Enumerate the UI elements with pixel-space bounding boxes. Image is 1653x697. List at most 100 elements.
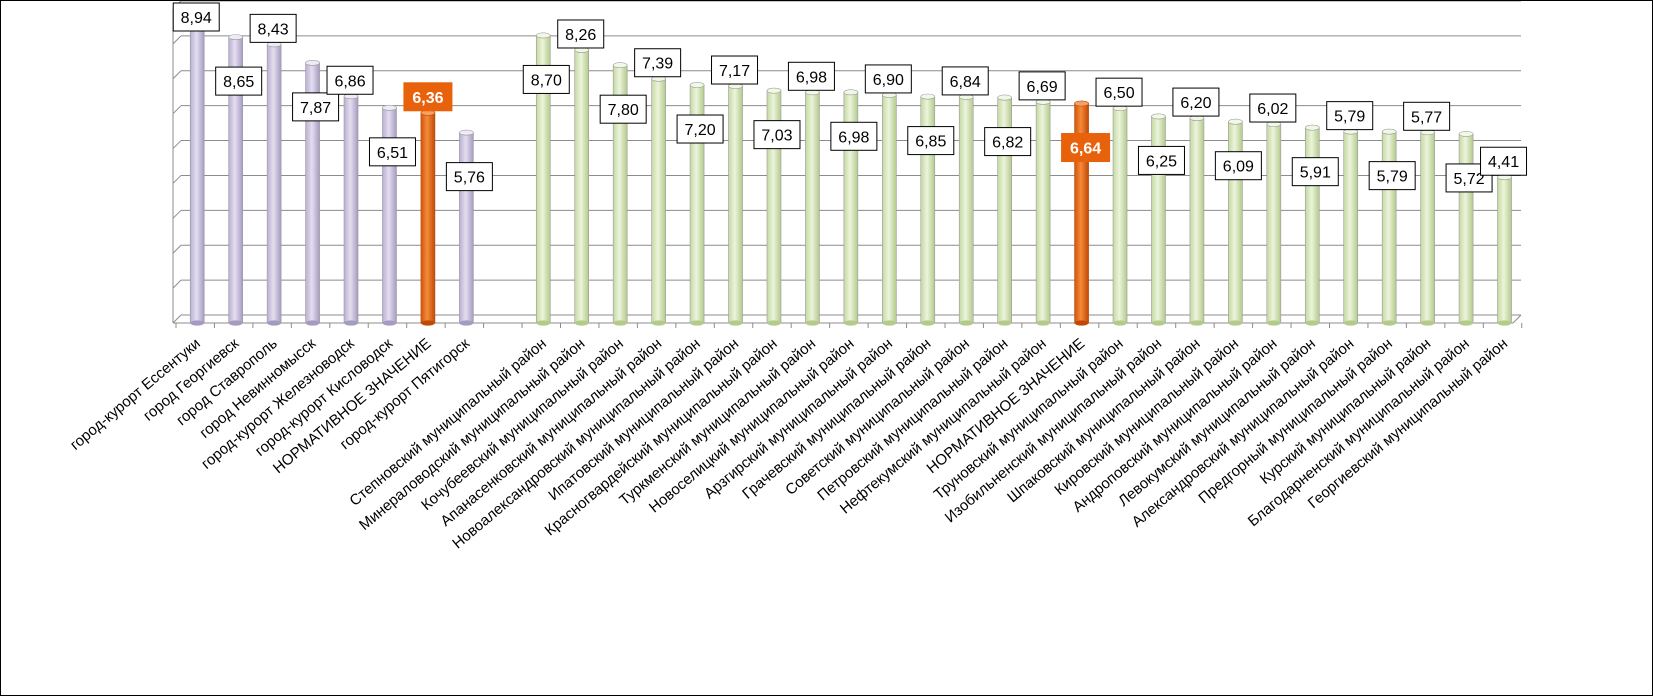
bar-cap [535, 32, 551, 39]
data-label-text: 6,20 [1180, 95, 1211, 112]
data-label-box [787, 61, 835, 91]
data-label: 8,70 [522, 64, 570, 94]
gridline-depth [172, 244, 182, 254]
data-label-box [1368, 161, 1416, 191]
data-label: 5,79 [1368, 161, 1416, 191]
data-label: 5,91 [1291, 157, 1339, 187]
data-label: 6,25 [1137, 145, 1185, 175]
bar-base [536, 320, 551, 326]
bar-cap [1381, 128, 1397, 135]
data-label-box [599, 94, 647, 124]
data-label-box [676, 114, 724, 144]
bar-base [459, 320, 474, 326]
data-label-text: 5,79 [1334, 109, 1365, 126]
bar [882, 94, 897, 324]
data-label-text: 8,94 [181, 10, 212, 27]
data-label-text: 6,84 [950, 74, 981, 91]
data-label-text: 6,90 [873, 72, 904, 89]
data-label-text: 5,72 [1454, 171, 1485, 188]
bar [459, 132, 474, 324]
bar-cap [382, 104, 397, 111]
data-label-box [1214, 151, 1262, 181]
bar-base [305, 320, 320, 326]
gridline-depth [172, 209, 182, 219]
data-label: 6,84 [941, 66, 989, 96]
data-label-box [215, 66, 263, 96]
data-label-box [1061, 133, 1111, 163]
data-label-box [1018, 71, 1066, 101]
data-label-text: 6,82 [992, 135, 1023, 152]
data-label-text: 6,64 [1070, 141, 1101, 158]
data-label-box [711, 55, 759, 85]
data-label-box [172, 2, 220, 32]
bar-cap [766, 87, 782, 94]
data-label: 6,82 [984, 127, 1032, 157]
data-label-text: 7,39 [642, 56, 673, 73]
data-label: 6,02 [1249, 93, 1297, 123]
bar [189, 27, 205, 324]
data-label-text: 6,86 [334, 73, 365, 90]
data-label-box [984, 127, 1032, 157]
bar-base [843, 320, 858, 326]
bar-base [1382, 320, 1397, 326]
bar [1304, 127, 1320, 324]
data-label-box [634, 48, 682, 78]
bar-cap [920, 93, 936, 100]
data-label-box [1249, 93, 1297, 123]
data-label: 5,76 [445, 162, 493, 192]
bar-norm [420, 112, 436, 324]
bar-base [190, 320, 205, 326]
bar-base [882, 320, 897, 326]
data-label: 7,03 [753, 120, 801, 150]
bar-cap [1228, 118, 1243, 125]
data-label: 6,51 [368, 137, 416, 167]
bars [189, 24, 1512, 326]
x-axis-floor-edge [1512, 314, 1522, 324]
data-label-box [1137, 145, 1185, 175]
gridline-depth [172, 105, 182, 115]
data-label: 6,86 [326, 65, 374, 95]
bar-base [1459, 320, 1474, 326]
data-label-text: 7,20 [685, 122, 716, 139]
bar-cap [1151, 113, 1166, 120]
bar [1497, 176, 1512, 324]
data-label-text: 6,36 [412, 90, 443, 107]
bar-base [574, 320, 589, 326]
data-label-text: 7,87 [300, 100, 331, 117]
bar-base [382, 320, 397, 326]
data-label-text: 6,50 [1103, 85, 1134, 102]
data-label-box [753, 120, 801, 150]
data-label: 6,20 [1172, 87, 1220, 117]
data-label: 5,77 [1403, 101, 1451, 131]
bar-cap [1074, 100, 1089, 107]
data-label-box [1326, 101, 1374, 131]
bar-cap [997, 94, 1012, 101]
data-label: 8,94 [172, 2, 220, 32]
data-label: 4,41 [1480, 146, 1528, 176]
data-labels: 8,94 8,65 8,43 7,876,86 6,51 6,36 5,76 8,70 8,26… [172, 2, 1528, 193]
data-label-box [403, 82, 453, 112]
data-label: 5,79 [1326, 101, 1374, 131]
gridline-depth [172, 140, 182, 149]
bar-cap [1304, 124, 1320, 131]
bar-base [1113, 320, 1128, 326]
bar-base [1228, 320, 1243, 326]
data-label: 7,80 [599, 94, 647, 124]
bar-base [766, 320, 781, 326]
bar [1189, 117, 1205, 324]
bar [1381, 131, 1397, 324]
bar-base [997, 320, 1012, 326]
data-label-text: 6,51 [377, 145, 408, 162]
bar-base [613, 320, 628, 326]
bar-base [420, 320, 435, 326]
data-label-text: 6,02 [1257, 101, 1288, 118]
bar [728, 85, 743, 324]
bar-cap [1458, 131, 1474, 137]
data-label: 7,39 [634, 48, 682, 78]
bar-base [690, 320, 705, 326]
data-label: 6,85 [907, 126, 955, 156]
bar-base [728, 320, 743, 326]
bar-base [651, 320, 666, 326]
data-label-text: 7,17 [719, 63, 750, 80]
